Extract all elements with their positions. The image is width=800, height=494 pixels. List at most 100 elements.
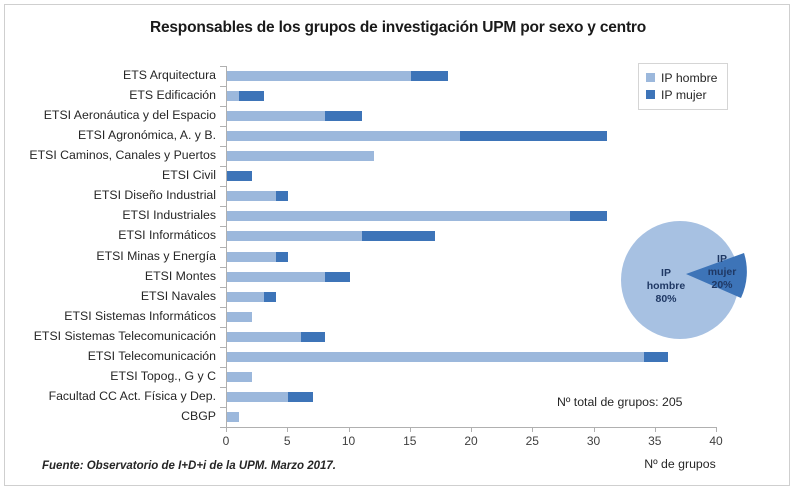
bar-segment-ip-hombre[interactable] xyxy=(227,251,276,262)
y-axis-tick xyxy=(220,166,226,167)
bar-row[interactable] xyxy=(227,151,717,162)
bar-segment-ip-mujer[interactable] xyxy=(643,351,668,362)
bar-segment-ip-mujer[interactable] xyxy=(276,191,289,202)
bar-segment-ip-mujer[interactable] xyxy=(361,231,436,242)
bar-segment-ip-mujer[interactable] xyxy=(263,291,276,302)
x-axis-tick-label: 15 xyxy=(403,434,417,448)
bar-row[interactable] xyxy=(227,251,717,262)
category-label: ETSI Aeronáutica y del Espacio xyxy=(43,108,216,123)
category-label: ETSI Telecomunicación xyxy=(87,348,216,363)
category-label: CBGP xyxy=(181,408,216,423)
bar-segment-ip-hombre[interactable] xyxy=(227,371,252,382)
bar-row[interactable] xyxy=(227,331,717,342)
y-axis-line xyxy=(226,66,227,427)
bar-row[interactable] xyxy=(227,111,717,122)
x-axis-tick xyxy=(532,427,534,432)
x-axis-tick-label: 20 xyxy=(464,434,478,448)
bar-segment-ip-hombre[interactable] xyxy=(227,331,301,342)
category-label: ETSI Diseño Industrial xyxy=(93,188,216,203)
category-label: ETSI Industriales xyxy=(122,208,216,223)
bar-segment-ip-hombre[interactable] xyxy=(227,391,289,402)
inset-pie-chart: IP hombre 80% IP mujer 20% xyxy=(621,221,757,339)
bar-segment-ip-mujer[interactable] xyxy=(227,171,252,182)
legend-item-ip-hombre[interactable]: IP hombre xyxy=(646,69,718,86)
y-axis-tick xyxy=(220,387,226,388)
category-label: ETSI Informáticos xyxy=(118,228,216,243)
bar-row[interactable] xyxy=(227,271,717,282)
bar-segment-ip-hombre[interactable] xyxy=(227,291,264,302)
bar-segment-ip-mujer[interactable] xyxy=(410,71,448,82)
bar-segment-ip-mujer[interactable] xyxy=(325,111,362,122)
x-axis-tick xyxy=(654,427,656,432)
bar-segment-ip-hombre[interactable] xyxy=(227,211,570,222)
bar-segment-ip-mujer[interactable] xyxy=(300,331,325,342)
legend: IP hombre IP mujer xyxy=(638,63,728,110)
bar-segment-ip-mujer[interactable] xyxy=(288,391,313,402)
bar-row[interactable] xyxy=(227,231,717,242)
bar-segment-ip-hombre[interactable] xyxy=(227,91,240,102)
bar-segment-ip-hombre[interactable] xyxy=(227,271,325,282)
x-axis-tick xyxy=(287,427,289,432)
pie-slice-ip-mujer xyxy=(686,253,747,298)
bar-segment-ip-hombre[interactable] xyxy=(227,131,460,142)
bar-row[interactable] xyxy=(227,131,717,142)
pie-label-ip-mujer: IP mujer 20% xyxy=(707,253,737,292)
x-axis-tick-label: 0 xyxy=(222,434,230,448)
category-label: ETSI Agronómica, A. y B. xyxy=(77,128,216,143)
y-axis-tick xyxy=(220,126,226,127)
x-axis-tick xyxy=(593,427,595,432)
y-axis-tick xyxy=(220,267,226,268)
category-label: ETSI Topog., G y C xyxy=(110,368,216,383)
bar-segment-ip-hombre[interactable] xyxy=(227,351,644,362)
x-axis-tick xyxy=(348,427,350,432)
x-axis-tick-label: 40 xyxy=(709,434,723,448)
bar-segment-ip-hombre[interactable] xyxy=(227,411,240,422)
bar-row[interactable] xyxy=(227,91,717,102)
bar-segment-ip-hombre[interactable] xyxy=(227,151,374,162)
bar-row[interactable] xyxy=(227,291,717,302)
y-axis-tick xyxy=(220,427,226,428)
x-axis-tick xyxy=(226,427,227,432)
y-axis-tick xyxy=(220,367,226,368)
bar-row[interactable] xyxy=(227,311,717,322)
y-axis-tick xyxy=(220,287,226,288)
chart-title: Responsables de los grupos de investigac… xyxy=(149,19,647,36)
bar-segment-ip-hombre[interactable] xyxy=(227,71,411,82)
bar-segment-ip-mujer[interactable] xyxy=(459,131,607,142)
source-note: Fuente: Observatorio de I+D+i de la UPM.… xyxy=(42,460,336,472)
legend-item-ip-mujer[interactable]: IP mujer xyxy=(646,86,718,103)
y-axis-tick xyxy=(220,347,226,348)
bar-row[interactable] xyxy=(227,351,717,362)
y-axis-tick xyxy=(220,226,226,227)
bar-segment-ip-hombre[interactable] xyxy=(227,111,325,122)
category-label: ETS Edificación xyxy=(129,88,216,103)
bar-segment-ip-mujer[interactable] xyxy=(239,91,264,102)
category-label: ETSI Navales xyxy=(140,288,216,303)
bar-segment-ip-mujer[interactable] xyxy=(276,251,289,262)
total-groups-note: Nº total de grupos: 205 xyxy=(557,395,683,409)
bar-row[interactable] xyxy=(227,371,717,382)
y-axis-tick xyxy=(220,307,226,308)
bar-segment-ip-mujer[interactable] xyxy=(325,271,350,282)
bar-row[interactable] xyxy=(227,391,717,402)
bar-segment-ip-hombre[interactable] xyxy=(227,191,276,202)
y-axis-tick xyxy=(220,146,226,147)
bar-row[interactable] xyxy=(227,171,717,182)
bar-row[interactable] xyxy=(227,71,717,82)
legend-label-ip-hombre: IP hombre xyxy=(661,70,718,85)
x-axis-tick-label: 5 xyxy=(283,434,291,448)
category-label: ETSI Minas y Energía xyxy=(96,248,216,263)
bar-segment-ip-mujer[interactable] xyxy=(570,211,607,222)
bar-row[interactable] xyxy=(227,411,717,422)
category-label: Facultad CC Act. Física y Dep. xyxy=(48,388,216,403)
category-label: ETSI Caminos, Canales y Puertos xyxy=(29,148,216,163)
bar-segment-ip-hombre[interactable] xyxy=(227,231,362,242)
bar-row[interactable] xyxy=(227,211,717,222)
legend-swatch-ip-hombre xyxy=(646,73,655,82)
chart-frame: Responsables de los grupos de investigac… xyxy=(4,4,790,486)
category-label: ETS Arquitectura xyxy=(123,68,216,83)
bar-row[interactable] xyxy=(227,191,717,202)
bar-segment-ip-hombre[interactable] xyxy=(227,311,252,322)
x-axis-title: Nº de grupos xyxy=(644,457,716,471)
y-axis-tick xyxy=(220,106,226,107)
